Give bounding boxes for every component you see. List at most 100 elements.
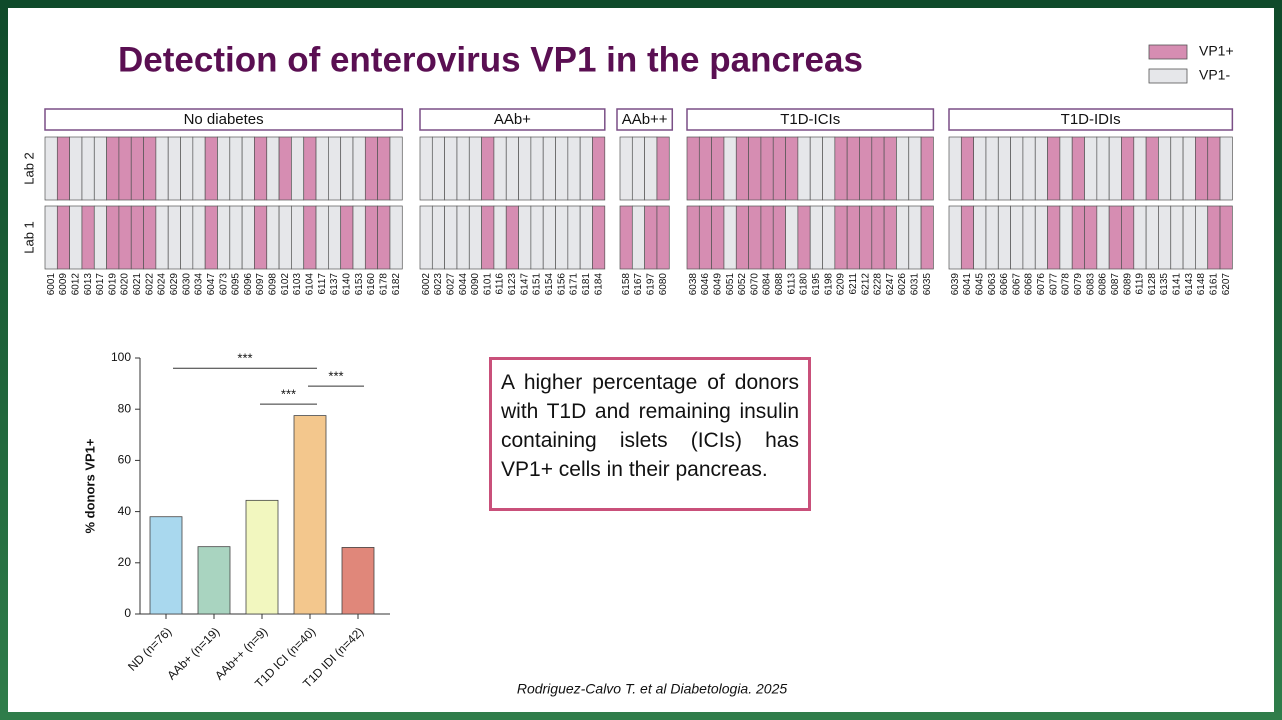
donor-id: 6049 [712,273,723,296]
heatmap-cell [419,205,433,270]
donor-id: 6021 [132,273,143,296]
heatmap-cell [555,136,569,201]
heatmap-cell [143,136,157,201]
heatmap-cell [56,205,70,270]
donor-id: 6097 [255,273,266,296]
heatmap-cell [644,136,658,201]
heatmap-cell [389,136,403,201]
heatmap-cell [444,205,458,270]
donor-id: 6153 [354,273,365,296]
heatmap-cell [542,136,556,201]
heatmap-cell [920,136,934,201]
heatmap-cell [266,205,280,270]
donor-id: 6013 [83,273,94,296]
heatmap-cell [204,205,218,270]
heatmap-cell [1133,205,1147,270]
bar [149,516,183,615]
heatmap-cell [1170,205,1184,270]
heatmap-cell [567,136,581,201]
donor-id: 6098 [268,273,279,296]
donor-id: 6101 [482,273,493,296]
heatmap-cell [389,205,403,270]
heatmap-cell [130,136,144,201]
heatmap-cell [143,205,157,270]
heatmap-cell [1207,136,1221,201]
heatmap-cell [468,205,482,270]
donor-id: 6039 [950,273,961,296]
heatmap-cell [1182,205,1196,270]
heatmap-cell [711,205,725,270]
heatmap-cell [735,205,749,270]
legend-label: VP1+ [1199,43,1234,59]
donor-id: 6104 [305,273,316,296]
heatmap-cell [846,205,860,270]
heatmap-cell [377,205,391,270]
donor-id: 6195 [811,273,822,296]
donor-id: 6182 [391,273,402,296]
donor-id: 6079 [1073,273,1084,296]
heatmap-cell [1047,205,1061,270]
donor-id: 6026 [897,273,908,296]
donor-id: 6034 [194,273,205,296]
citation: Rodriguez-Calvo T. et al Diabetologia. 2… [517,681,788,697]
heatmap-cell [155,136,169,201]
donor-id: 6070 [749,273,760,296]
donor-id: 6035 [922,273,933,296]
heatmap-cell [1182,136,1196,201]
bar [197,546,231,615]
heatmap-cell [822,136,836,201]
heatmap-cell [69,136,83,201]
donor-id: 6019 [107,273,118,296]
donor-id: 6044 [458,273,469,296]
group-header: AAb+ [494,111,531,128]
donor-id: 6047 [206,273,217,296]
heatmap-cell [93,205,107,270]
heatmap-cell [871,205,885,270]
heatmap-cell [1145,136,1159,201]
heatmap-cell [180,136,194,201]
donor-id: 6178 [378,273,389,296]
slide-title: Detection of enterovirus VP1 in the panc… [118,40,863,79]
heatmap-cell [797,136,811,201]
donor-id: 6228 [873,273,884,296]
heatmap-cell [518,205,532,270]
heatmap-cell [118,136,132,201]
donor-id: 6151 [532,273,543,296]
heatmap-cell [106,205,120,270]
heatmap-cell [579,136,593,201]
heatmap-cell [997,205,1011,270]
donor-id: 6002 [421,273,432,296]
donor-id: 6212 [860,273,871,296]
donor-id: 6051 [725,273,736,296]
row-label: Lab 2 [21,152,36,185]
donor-id: 6197 [645,273,656,296]
heatmap-cell [846,136,860,201]
heatmap-cell [809,136,823,201]
heatmap-cell [834,136,848,201]
y-tick-label: 0 [124,606,131,620]
heatmap-cell [723,136,737,201]
donor-id: 6096 [243,273,254,296]
group-header: No diabetes [184,111,264,128]
donor-id: 6143 [1184,273,1195,296]
heatmap-cell [340,205,354,270]
donor-id: 6020 [120,273,131,296]
heatmap-cell [419,136,433,201]
heatmap-cell [456,205,470,270]
slide-graphics: Detection of enterovirus VP1 in the panc… [21,40,1234,697]
donor-id: 6207 [1221,273,1232,296]
heatmap-cell [785,205,799,270]
heatmap-cell [352,136,366,201]
heatmap-cell [1059,205,1073,270]
heatmap-cell [567,205,581,270]
heatmap-cell [772,136,786,201]
donor-id: 6022 [144,273,155,296]
heatmap-cell [155,205,169,270]
heatmap-cell [698,136,712,201]
heatmap-cell [518,136,532,201]
row-label: Lab 1 [21,221,36,254]
heatmap-cell [772,205,786,270]
heatmap-cell [1133,136,1147,201]
heatmap-cell [698,205,712,270]
